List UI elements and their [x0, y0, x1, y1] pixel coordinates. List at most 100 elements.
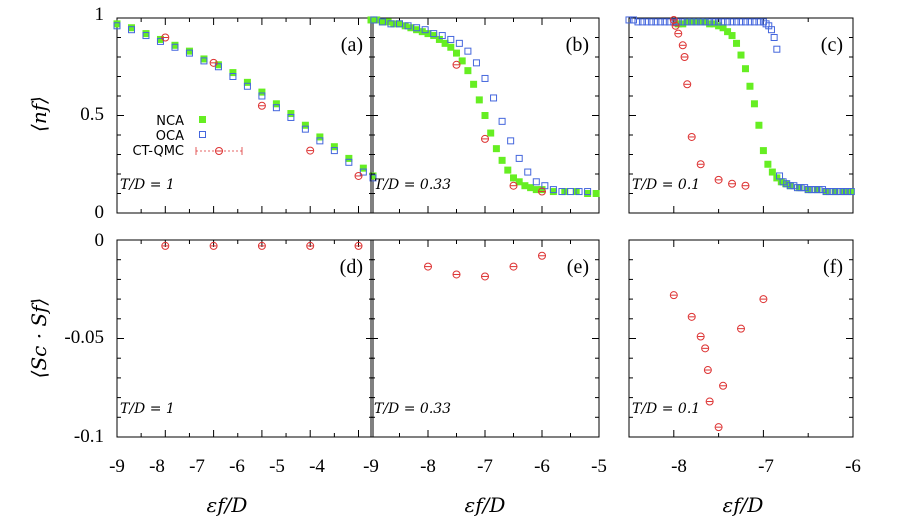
ct-qmc-point	[162, 34, 169, 41]
nca-point	[302, 122, 309, 129]
nca-point	[805, 186, 812, 193]
ct-qmc-point	[355, 172, 362, 179]
nca-point	[760, 147, 767, 154]
x-tick-label-right-neg7: -7	[758, 456, 774, 477]
ct-qmc-point	[738, 325, 745, 332]
ct-qmc-point	[453, 61, 460, 68]
oca-point	[568, 189, 574, 195]
nca-point	[848, 188, 855, 195]
x-tick-label-left-neg8: -8	[149, 456, 165, 477]
ct-qmc-point	[688, 313, 695, 320]
nca-point	[482, 112, 489, 119]
nca-point	[316, 133, 323, 140]
oca-point	[525, 169, 531, 175]
nca-point	[841, 188, 848, 195]
x-tick-label-middle-neg5: -5	[591, 456, 607, 477]
nca-point	[584, 190, 591, 197]
panel-a-tag: (a)	[341, 34, 363, 56]
oca-point	[508, 138, 514, 144]
x-tick-label-middle-neg9: -9	[363, 456, 379, 477]
ct-qmc-point	[720, 382, 727, 389]
oca-point	[742, 19, 748, 25]
x-tick-label-left-neg5: -5	[269, 456, 285, 477]
ct-qmc-point	[210, 59, 217, 66]
nca-point	[499, 157, 506, 164]
ct-qmc-point	[258, 102, 265, 109]
y-tick-label-bottom-0: 0	[95, 230, 105, 251]
ct-qmc-point	[715, 424, 722, 431]
nca-point	[729, 32, 736, 39]
nca-point	[738, 52, 745, 59]
oca-point	[771, 35, 777, 41]
nca-point	[229, 69, 236, 76]
ct-qmc-point	[688, 133, 695, 140]
ct-qmc-point	[425, 263, 432, 270]
oca-point	[747, 19, 753, 25]
oca-point	[657, 19, 663, 25]
panel-f-temperature-label: T/D = 0.1	[632, 401, 700, 417]
ct-qmc-point	[681, 54, 688, 61]
oca-point	[729, 19, 735, 25]
nca-point	[331, 143, 338, 150]
y-tick-label-top-1: 1	[95, 4, 105, 25]
oca-point	[456, 40, 462, 46]
panel-e: (e) T/D = 0.33	[371, 240, 599, 437]
x-tick-label-left-neg4: -4	[309, 456, 325, 477]
oca-point	[516, 155, 522, 161]
panel-d: (d)T/D = 1	[117, 240, 373, 437]
x-tick-label-left-neg9: -9	[109, 456, 125, 477]
panel-b-temperature-label: T/D = 0.33	[374, 177, 451, 193]
nca-point	[742, 65, 749, 72]
nca-point	[755, 122, 762, 129]
panel-f: (f) T/D = 0.1	[629, 240, 853, 437]
ct-qmc-point	[729, 180, 736, 187]
nca-point	[746, 83, 753, 90]
ct-qmc-point	[510, 263, 517, 270]
nca-point	[287, 110, 294, 117]
ct-qmc-point	[539, 252, 546, 259]
oca-point	[499, 118, 505, 124]
oca-point	[533, 179, 539, 185]
legend-marker-ct-qmc	[196, 147, 242, 155]
nca-point	[733, 40, 740, 47]
panel-c: (c)T/D = 0.1	[626, 16, 855, 213]
nca-point	[787, 182, 794, 189]
ct-qmc-point	[742, 182, 749, 189]
oca-point	[635, 19, 641, 25]
ct-qmc-point	[715, 176, 722, 183]
nca-point	[142, 30, 149, 37]
nca-point	[823, 188, 830, 195]
nca-point	[550, 188, 557, 195]
nca-point	[345, 155, 352, 162]
nca-point	[470, 81, 477, 88]
oca-point	[465, 48, 471, 54]
x-tick-label-right-neg8: -8	[671, 456, 687, 477]
x-axis-title-left: εf/D	[207, 493, 248, 517]
x-tick-label-left-neg7: -7	[189, 456, 205, 477]
ct-qmc-point	[760, 296, 767, 303]
ct-qmc-point	[697, 161, 704, 168]
ct-qmc-point	[684, 81, 691, 88]
nca-point	[186, 48, 193, 55]
nca-point	[258, 89, 265, 96]
panel-f-tag: (f)	[823, 256, 843, 278]
ct-qmc-point	[670, 292, 677, 299]
y-tick-label-top-0-5: 0.5	[80, 104, 104, 125]
panel-b-tag: (b)	[566, 34, 589, 56]
ct-qmc-point	[453, 271, 460, 278]
ct-qmc-point	[679, 42, 686, 49]
y-tick-label-top-0: 0	[95, 202, 105, 223]
oca-point	[639, 19, 645, 25]
top-y-axis-title: ⟨nf⟩	[27, 96, 51, 132]
nca-point	[504, 167, 511, 174]
nca-point	[360, 165, 367, 172]
x-axis-title-middle: εf/D	[465, 493, 506, 517]
legend-marker-nca	[199, 116, 206, 123]
legend: NCA OCA CT-QMC	[132, 114, 242, 159]
ct-qmc-point	[510, 182, 517, 189]
nca-point	[273, 100, 280, 107]
ct-qmc-point	[482, 135, 489, 142]
panel-b: (b) T/D = 0.33	[368, 16, 600, 213]
nca-point	[171, 42, 178, 49]
nca-point	[476, 96, 483, 103]
